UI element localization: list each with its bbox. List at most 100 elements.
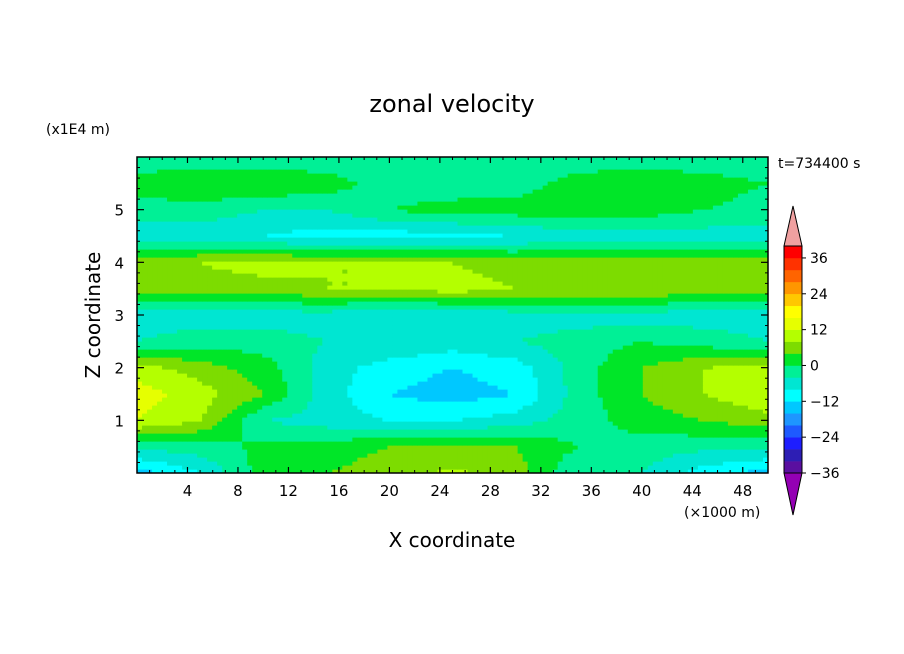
- field-cell: [157, 401, 163, 406]
- field-cell: [317, 393, 323, 398]
- field-cell: [362, 381, 368, 386]
- field-cell: [292, 437, 298, 442]
- field-cell: [742, 337, 749, 342]
- field-cell: [642, 417, 649, 422]
- field-cell: [267, 385, 273, 390]
- field-cell: [247, 389, 253, 394]
- field-cell: [537, 429, 544, 434]
- field-cell: [552, 401, 559, 406]
- field-cell: [402, 361, 409, 366]
- field-cell: [487, 405, 494, 410]
- field-cell: [267, 321, 273, 326]
- field-cell: [507, 329, 514, 334]
- field-cell: [407, 377, 414, 382]
- field-cell: [352, 321, 358, 326]
- field-cell: [737, 337, 744, 342]
- field-cell: [752, 365, 759, 370]
- field-cell: [277, 345, 283, 350]
- field-cell: [487, 333, 494, 338]
- field-cell: [592, 333, 599, 338]
- field-cell: [207, 369, 213, 374]
- field-cell: [457, 457, 464, 462]
- field-cell: [352, 401, 358, 406]
- field-cell: [252, 441, 258, 446]
- field-cell: [332, 381, 338, 386]
- field-cell: [592, 337, 599, 342]
- field-cell: [472, 321, 479, 326]
- field-cell: [232, 329, 238, 334]
- field-cell: [227, 421, 233, 426]
- field-cell: [622, 425, 629, 430]
- field-cell: [587, 325, 594, 330]
- field-cell: [577, 409, 584, 414]
- field-cell: [382, 433, 388, 438]
- field-cell: [487, 449, 494, 454]
- field-cell: [287, 345, 293, 350]
- field-cell: [427, 373, 434, 378]
- field-cell: [622, 329, 629, 334]
- field-cell: [387, 361, 394, 366]
- field-cell: [317, 317, 323, 322]
- field-cell: [482, 381, 489, 386]
- field-cell: [587, 437, 594, 442]
- field-cell: [742, 321, 749, 326]
- field-cell: [352, 369, 358, 374]
- field-cell: [137, 317, 143, 322]
- field-cell: [752, 461, 759, 466]
- field-cell: [307, 413, 313, 418]
- field-cell: [652, 381, 659, 386]
- field-cell: [677, 345, 684, 350]
- field-cell: [232, 445, 238, 450]
- field-cell: [552, 409, 559, 414]
- field-cell: [157, 457, 163, 462]
- field-cell: [372, 441, 378, 446]
- field-cell: [577, 405, 584, 410]
- field-cell: [727, 401, 734, 406]
- field-cell: [647, 329, 654, 334]
- field-cell: [402, 377, 409, 382]
- field-cell: [517, 397, 524, 402]
- field-cell: [627, 429, 634, 434]
- field-cell: [342, 373, 348, 378]
- field-cell: [502, 457, 509, 462]
- field-cell: [522, 465, 529, 470]
- field-cell: [372, 365, 378, 370]
- field-cell: [157, 325, 163, 330]
- field-cell: [347, 313, 353, 318]
- field-cell: [147, 449, 153, 454]
- field-cell: [642, 401, 649, 406]
- field-cell: [247, 341, 253, 346]
- field-cell: [742, 341, 749, 346]
- field-cell: [392, 457, 399, 462]
- field-cell: [737, 333, 744, 338]
- field-cell: [362, 385, 368, 390]
- field-cell: [432, 429, 439, 434]
- field-cell: [257, 349, 263, 354]
- field-cell: [757, 465, 764, 470]
- field-cell: [367, 329, 373, 334]
- field-cell: [762, 445, 768, 450]
- field-cell: [437, 369, 444, 374]
- field-cell: [607, 377, 614, 382]
- field-cell: [402, 341, 409, 346]
- field-cell: [407, 445, 414, 450]
- field-cell: [692, 361, 699, 366]
- field-cell: [722, 433, 729, 438]
- field-cell: [332, 349, 338, 354]
- field-cell: [567, 377, 574, 382]
- field-cell: [547, 357, 554, 362]
- field-cell: [142, 341, 148, 346]
- field-cell: [172, 421, 178, 426]
- field-cell: [622, 453, 629, 458]
- field-cell: [522, 401, 529, 406]
- field-cell: [492, 373, 499, 378]
- field-cell: [252, 361, 258, 366]
- field-cell: [337, 453, 343, 458]
- field-cell: [202, 389, 208, 394]
- field-cell: [507, 461, 514, 466]
- field-cell: [317, 421, 323, 426]
- field-cell: [507, 441, 514, 446]
- field-cell: [722, 469, 729, 473]
- field-cell: [367, 425, 373, 430]
- field-cell: [162, 457, 168, 462]
